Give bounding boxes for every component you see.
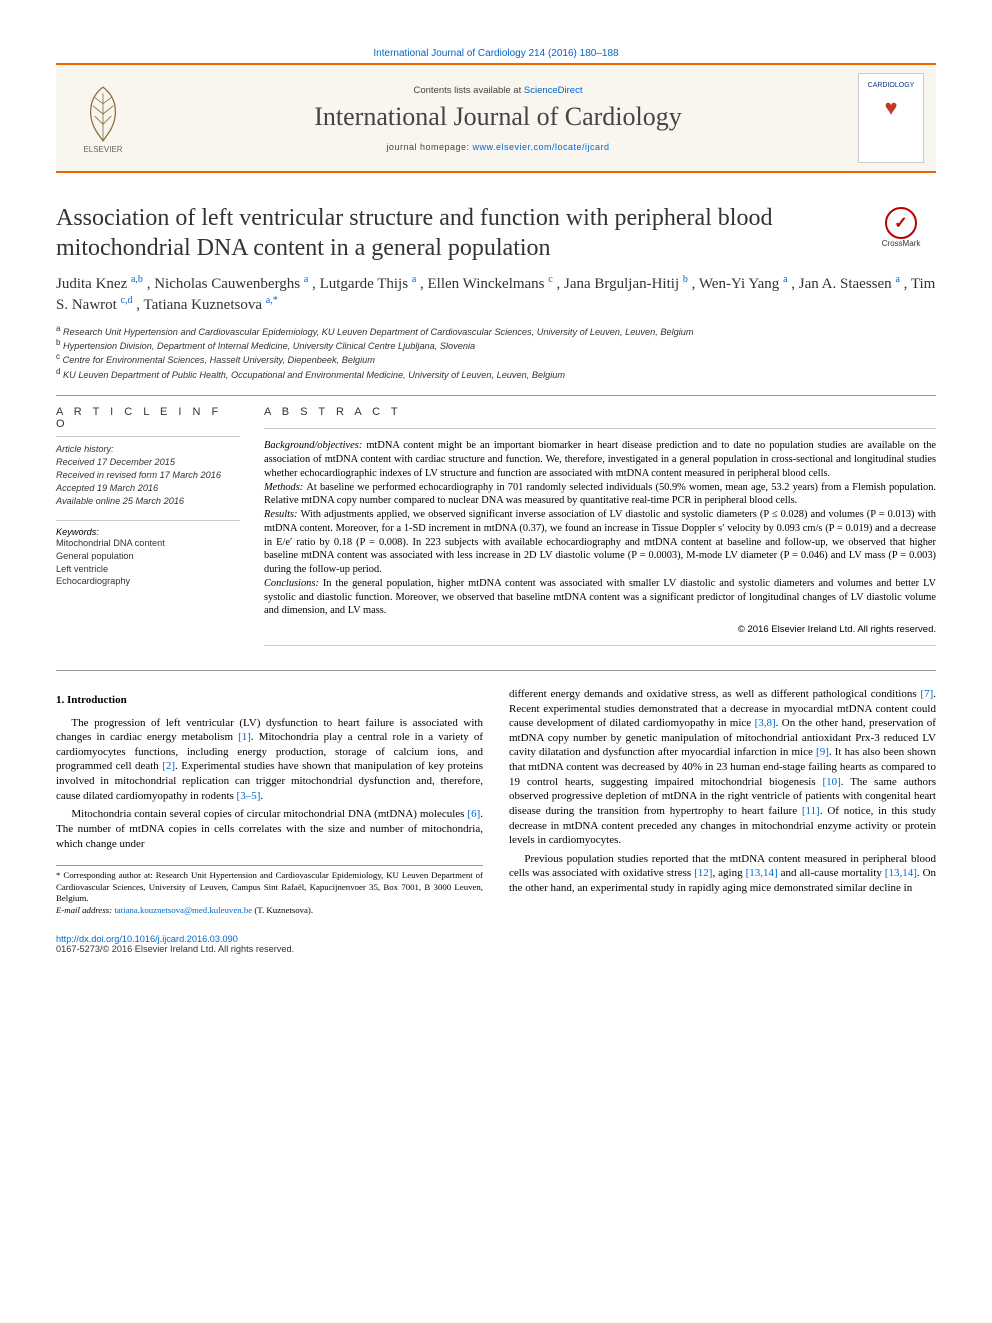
ref-link[interactable]: [6] <box>467 808 480 820</box>
doi-link[interactable]: http://dx.doi.org/10.1016/j.ijcard.2016.… <box>56 934 238 944</box>
contents-pre: Contents lists available at <box>414 85 524 96</box>
divider <box>264 645 936 646</box>
affil-link[interactable]: a,b <box>131 274 143 285</box>
ref-link[interactable]: [12] <box>694 867 712 879</box>
ref-link[interactable]: [13,14] <box>885 867 917 879</box>
ref-link[interactable]: [13,14] <box>746 867 778 879</box>
divider <box>56 395 936 396</box>
divider <box>56 670 936 671</box>
author: , Jana Brguljan-Hitij b <box>556 276 687 292</box>
author: Judita Knez a,b <box>56 276 143 292</box>
keyword: Echocardiography <box>56 575 240 588</box>
affiliations: a Research Unit Hypertension and Cardiov… <box>56 324 936 382</box>
paragraph: Previous population studies reported tha… <box>509 852 936 896</box>
elsevier-tree-icon <box>77 83 129 145</box>
journal-homepage-link[interactable]: www.elsevier.com/locate/ijcard <box>473 142 610 152</box>
divider <box>264 428 936 429</box>
sciencedirect-link[interactable]: ScienceDirect <box>524 85 583 96</box>
affil-link[interactable]: a <box>304 274 308 285</box>
crossmark-icon: ✓ <box>885 207 917 239</box>
ref-link[interactable]: [10] <box>822 776 840 788</box>
crossmark-label: CrossMark <box>882 239 921 248</box>
issn-copyright: 0167-5273/© 2016 Elsevier Ireland Ltd. A… <box>56 944 936 954</box>
page-footer: http://dx.doi.org/10.1016/j.ijcard.2016.… <box>56 934 936 954</box>
elsevier-label: ELSEVIER <box>83 145 122 154</box>
affiliation: d KU Leuven Department of Public Health,… <box>56 367 936 381</box>
keyword: General population <box>56 550 240 563</box>
abstract-text: Background/objectives: mtDNA content mig… <box>264 439 936 618</box>
journal-header: ELSEVIER Contents lists available at Sci… <box>56 63 936 173</box>
body-column-left: 1. Introduction The progression of left … <box>56 687 483 916</box>
ref-link[interactable]: [9] <box>816 746 829 758</box>
keywords-label: Keywords: <box>56 520 240 537</box>
author: , Lutgarde Thijs a <box>312 276 416 292</box>
affiliation: c Centre for Environmental Sciences, Has… <box>56 352 936 366</box>
paragraph: The progression of left ventricular (LV)… <box>56 716 483 804</box>
corr-email-link[interactable]: tatiana.kouznetsova@med.kuleuven.be <box>114 905 252 915</box>
author: , Wen-Yi Yang a <box>692 276 788 292</box>
contents-line: Contents lists available at ScienceDirec… <box>138 85 858 96</box>
affil-link[interactable]: a <box>895 274 899 285</box>
affil-link[interactable]: a <box>412 274 416 285</box>
body-column-right: different energy demands and oxidative s… <box>509 687 936 916</box>
ref-link[interactable]: [7] <box>920 688 933 700</box>
history-item: Received 17 December 2015 <box>56 456 240 469</box>
affil-link[interactable]: c <box>548 274 552 285</box>
paragraph: different energy demands and oxidative s… <box>509 687 936 848</box>
journal-cover-thumbnail: CARDIOLOGY ♥ <box>858 73 924 163</box>
abstract-copyright: © 2016 Elsevier Ireland Ltd. All rights … <box>264 624 936 635</box>
author: , Ellen Winckelmans c <box>420 276 553 292</box>
affil-link[interactable]: a <box>783 274 787 285</box>
elsevier-logo: ELSEVIER <box>68 73 138 163</box>
cover-label: CARDIOLOGY <box>868 82 915 89</box>
ref-link[interactable]: [3–5] <box>237 790 261 802</box>
history-label: Article history: <box>56 443 240 456</box>
authors-list: Judita Knez a,b , Nicholas Cauwenberghs … <box>56 273 936 316</box>
paragraph: Mitochondria contain several copies of c… <box>56 807 483 851</box>
heart-icon: ♥ <box>884 95 897 121</box>
homepage-line: journal homepage: www.elsevier.com/locat… <box>138 142 858 152</box>
ref-link[interactable]: [3,8] <box>755 717 776 729</box>
journal-title: International Journal of Cardiology <box>138 102 858 132</box>
running-head-link[interactable]: International Journal of Cardiology 214 … <box>56 48 936 59</box>
affiliation: a Research Unit Hypertension and Cardiov… <box>56 324 936 338</box>
correspondence-note: * Corresponding author at: Research Unit… <box>56 865 483 916</box>
affil-link[interactable]: c,d <box>121 295 133 306</box>
author: , Nicholas Cauwenberghs a <box>147 276 309 292</box>
section-heading: 1. Introduction <box>56 693 483 708</box>
keyword: Mitochondrial DNA content <box>56 537 240 550</box>
history-item: Received in revised form 17 March 2016 <box>56 469 240 482</box>
affil-link[interactable]: a,* <box>266 295 278 306</box>
author: , Tatiana Kuznetsova a,* <box>136 297 277 313</box>
ref-link[interactable]: [1] <box>238 731 251 743</box>
affiliation: b Hypertension Division, Department of I… <box>56 338 936 352</box>
author: , Jan A. Staessen a <box>791 276 900 292</box>
affil-link[interactable]: b <box>683 274 688 285</box>
article-title: Association of left ventricular structur… <box>56 203 816 263</box>
history-item: Accepted 19 March 2016 <box>56 482 240 495</box>
crossmark-badge[interactable]: ✓ CrossMark <box>866 207 936 248</box>
keyword: Left ventricle <box>56 563 240 576</box>
homepage-pre: journal homepage: <box>386 142 472 152</box>
ref-link[interactable]: [11] <box>802 805 820 817</box>
abstract-label: A B S T R A C T <box>264 406 936 418</box>
history-item: Available online 25 March 2016 <box>56 495 240 508</box>
ref-link[interactable]: [2] <box>162 760 175 772</box>
article-info-label: A R T I C L E I N F O <box>56 406 240 430</box>
